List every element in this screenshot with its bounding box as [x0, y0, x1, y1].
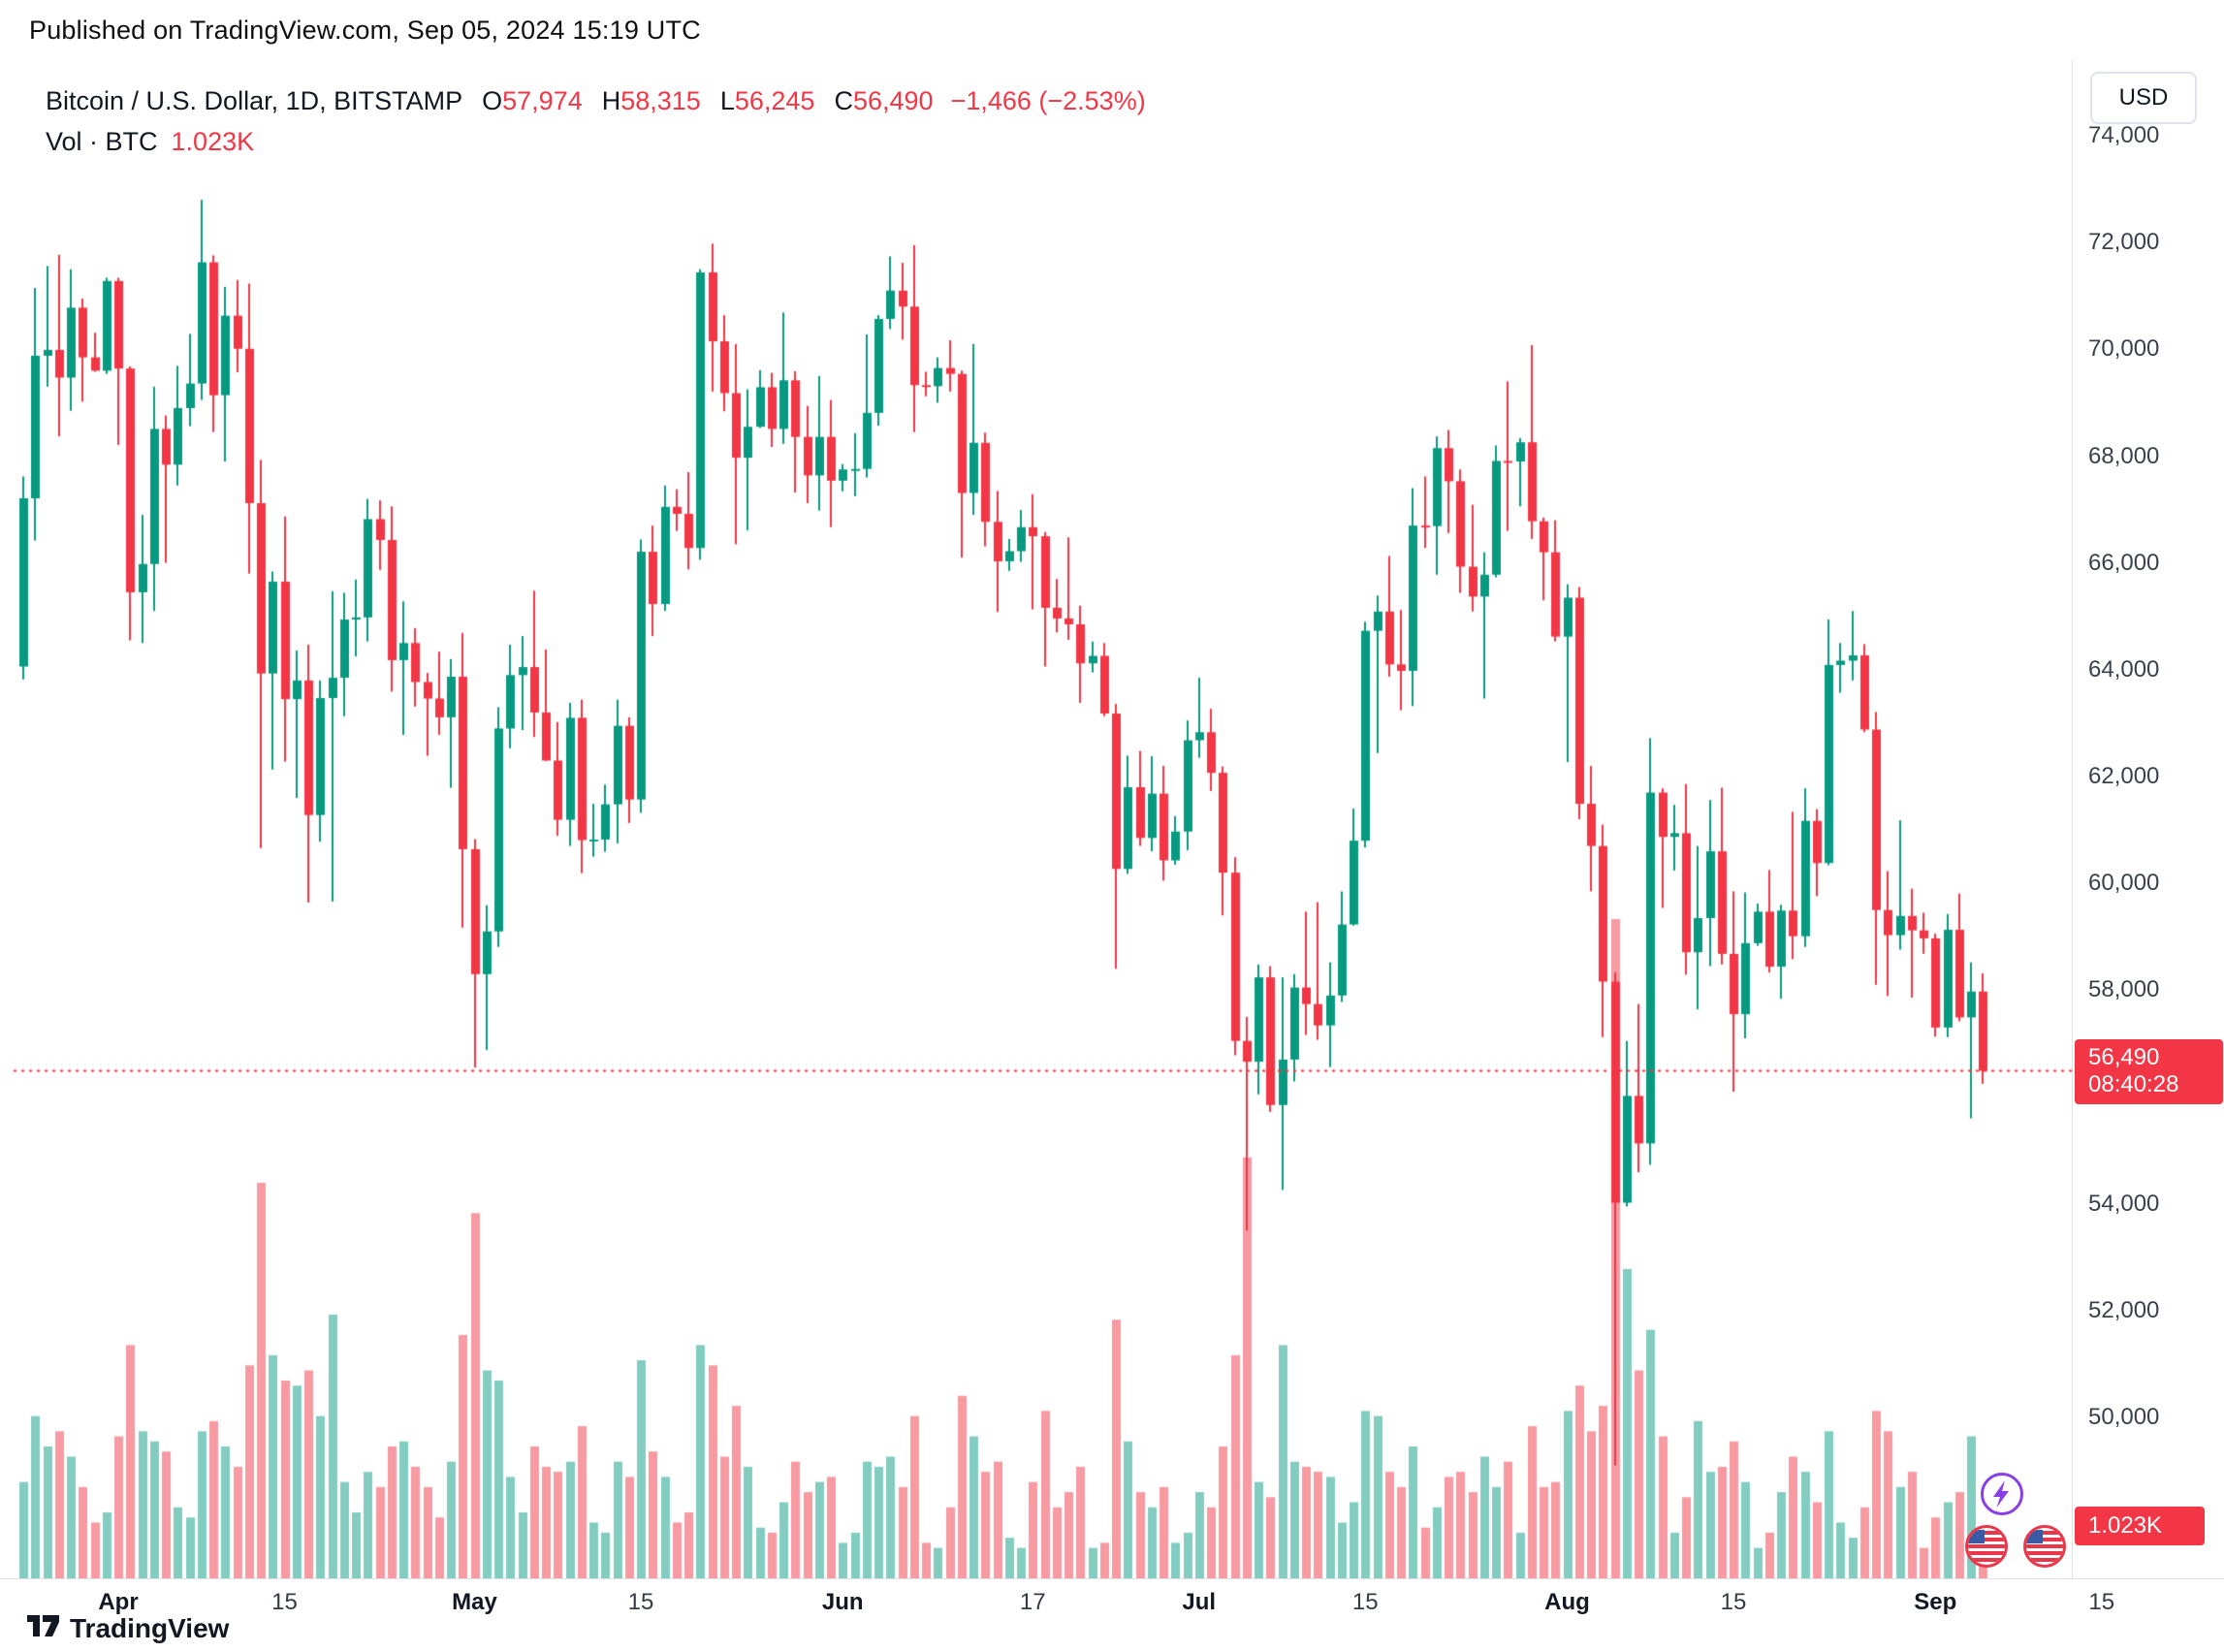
current-price-value: 56,490: [2088, 1043, 2160, 1070]
time-tick-label: Sep: [1914, 1589, 1957, 1615]
legend-row-volume: Vol · BTC 1.023K: [46, 122, 1146, 161]
ohlc-close: C56,490: [834, 86, 934, 115]
price-tick-label: 72,000: [2088, 229, 2160, 256]
time-tick-label: 17: [1019, 1589, 1046, 1615]
time-tick-label: 15: [1351, 1589, 1379, 1615]
current-price-badge: 56,490 08:40:28: [2075, 1038, 2223, 1104]
price-tick-label: 58,000: [2088, 976, 2160, 1003]
ohlc-low: L56,245: [719, 86, 815, 115]
time-tick-label: 15: [2088, 1589, 2115, 1615]
time-tick-label: May: [452, 1589, 497, 1615]
symbol-legend: Bitcoin / U.S. Dollar, 1D, BITSTAMP O57,…: [46, 81, 1146, 161]
time-tick-label: Apr: [98, 1589, 139, 1615]
price-tick-label: 60,000: [2088, 870, 2160, 897]
price-scale[interactable]: USD 74,000 72,000 70,000 68,000 66,000 64,000…: [2072, 60, 2224, 1578]
price-tick-label: 64,000: [2088, 655, 2160, 683]
symbol-title[interactable]: Bitcoin / U.S. Dollar, 1D, BITSTAMP: [46, 86, 463, 115]
change-value: −1,466 (−2.53%): [950, 86, 1146, 115]
volume-badge: 1.023K: [2075, 1507, 2205, 1546]
legend-row-main: Bitcoin / U.S. Dollar, 1D, BITSTAMP O57,…: [46, 81, 1146, 120]
us-flag-event-icon[interactable]: [1964, 1524, 2009, 1569]
boost-lightning-icon[interactable]: [1980, 1472, 2024, 1516]
published-bar: Published on TradingView.com, Sep 05, 20…: [29, 16, 701, 46]
price-tick-label: 70,000: [2088, 335, 2160, 363]
price-tick-label: 74,000: [2088, 122, 2160, 148]
price-tick-label: 50,000: [2088, 1404, 2160, 1430]
time-tick-label: Jun: [821, 1589, 864, 1615]
time-tick-label: Jul: [1182, 1589, 1217, 1615]
time-tick-label: 15: [271, 1589, 298, 1615]
tradingview-mark-icon: [27, 1615, 60, 1642]
price-tick-label: 68,000: [2088, 442, 2160, 469]
price-tick-label: 52,000: [2088, 1296, 2160, 1323]
time-tick-label: 15: [627, 1589, 654, 1615]
volume-label: Vol · BTC: [46, 127, 158, 156]
tradingview-logo[interactable]: TradingView: [27, 1613, 229, 1644]
time-axis[interactable]: Apr 15 May 15 Jun 17 Jul 15 Aug 15 Sep 15: [0, 1578, 2224, 1626]
volume-value: 1.023K: [171, 127, 255, 156]
price-tick-label: 54,000: [2088, 1190, 2160, 1217]
time-tick-label: Aug: [1544, 1589, 1590, 1615]
price-tick-label: 66,000: [2088, 549, 2160, 576]
bar-countdown: 08:40:28: [2088, 1070, 2179, 1097]
currency-toggle-usd[interactable]: USD: [2090, 72, 2197, 124]
time-tick-label: 15: [1720, 1589, 1747, 1615]
ohlc-open: O57,974: [482, 86, 583, 115]
price-tick-label: 62,000: [2088, 763, 2160, 789]
published-text: Published on TradingView.com, Sep 05, 20…: [29, 16, 701, 45]
us-flag-event-icon-2[interactable]: [2022, 1524, 2067, 1569]
ohlc-high: H58,315: [601, 86, 701, 115]
tradingview-wordmark: TradingView: [70, 1613, 230, 1643]
